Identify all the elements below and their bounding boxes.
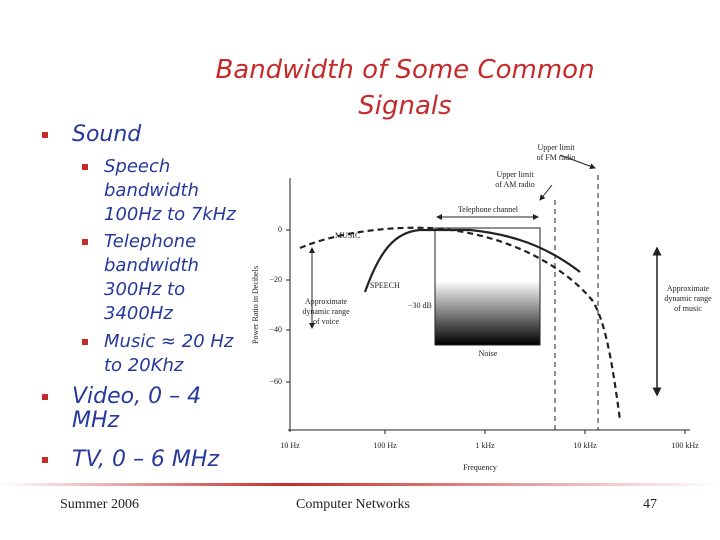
- footer-left: Summer 2006: [60, 497, 139, 512]
- footer-right: 47: [643, 497, 657, 512]
- footer-rule: [0, 483, 720, 486]
- annotation: of AM radio: [495, 180, 535, 189]
- annotation: MUSIC: [335, 231, 360, 240]
- annotation: −30 dB: [408, 301, 432, 310]
- slide-title: Bandwidth of Some Common Signals: [160, 52, 650, 124]
- y-axis-label: Power Ratio in Decibels: [251, 266, 260, 344]
- annotation: Approximate: [667, 284, 710, 293]
- annotation: of FM radio: [537, 153, 576, 162]
- sub-bullet: Telephone bandwidth 300Hz to 3400Hz: [82, 230, 224, 326]
- plot: [286, 154, 690, 434]
- annotation: dynamic range: [302, 307, 350, 316]
- x-axis-label: Frequency: [463, 463, 497, 472]
- annotation: Upper limit: [496, 170, 534, 179]
- annotation: Approximate: [305, 297, 348, 306]
- y-tick-label: −60: [269, 377, 282, 386]
- footer-center: Computer Networks: [296, 497, 410, 512]
- sub-bullet: Speech bandwidth 100Hz to 7kHz: [82, 155, 254, 227]
- x-tick-label: 10 Hz: [280, 441, 300, 450]
- sub-bullet: Music ≈ 20 Hz to 20Khz: [82, 330, 244, 378]
- annotation: SPEECH: [370, 281, 400, 290]
- x-tick-label: 100 kHz: [671, 441, 699, 450]
- bullet: Sound: [41, 122, 142, 147]
- annotation: Upper limit: [537, 143, 575, 152]
- annotation: of music: [674, 304, 702, 313]
- title-line: Bandwidth of Some Common: [215, 55, 595, 85]
- x-tick-label: 100 Hz: [373, 441, 397, 450]
- title-line: Signals: [358, 91, 452, 121]
- annotation: of voice: [313, 317, 339, 326]
- annotation: Noise: [479, 349, 498, 358]
- bullet: Video, 0 – 4 MHz: [42, 385, 232, 433]
- bullet: TV, 0 – 6 MHz: [42, 448, 272, 472]
- y-tick-label: 0: [278, 225, 282, 234]
- x-tick-label: 10 kHz: [573, 441, 597, 450]
- y-tick-label: −40: [269, 325, 282, 334]
- y-tick-label: −20: [269, 275, 282, 284]
- x-tick-label: 1 kHz: [475, 441, 495, 450]
- annotation: Telephone channel: [458, 205, 519, 214]
- annotation: dynamic range: [664, 294, 712, 303]
